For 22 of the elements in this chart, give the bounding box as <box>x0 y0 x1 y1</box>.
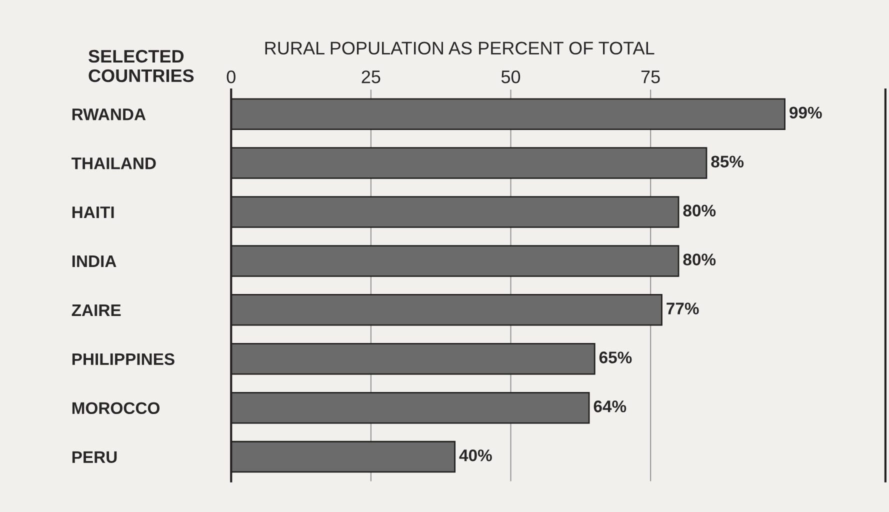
x-tick-label: 25 <box>362 70 380 84</box>
data-label: 77% <box>666 302 699 314</box>
y-tick-label: INDIA <box>72 256 116 267</box>
y-tick-label: THAILAND <box>72 158 156 170</box>
y-tick-label: PERU <box>72 451 117 464</box>
data-label: 80% <box>683 204 716 216</box>
data-label: 80% <box>683 254 716 266</box>
y-tick-label: PHILIPPINES <box>72 353 174 366</box>
data-label: 65% <box>599 352 632 364</box>
y-axis-title: SELECTED COUNTRIES <box>88 50 194 82</box>
data-label: 85% <box>711 156 744 168</box>
y-tick-label: HAITI <box>72 206 114 218</box>
x-tick-label: 50 <box>501 70 520 84</box>
data-label: 64% <box>594 400 626 412</box>
y-tick-label: ZAIRE <box>72 304 121 316</box>
y-tick-label: MOROCCO <box>72 402 160 414</box>
y-tick-label: RWANDA <box>72 108 146 120</box>
x-tick-label: 75 <box>641 70 660 84</box>
data-label: 40% <box>459 449 492 462</box>
data-label: 99% <box>790 106 822 119</box>
x-tick-label: 0 <box>226 70 236 84</box>
x-axis-title: RURAL POPULATION AS PERCENT OF TOTAL <box>265 42 654 55</box>
